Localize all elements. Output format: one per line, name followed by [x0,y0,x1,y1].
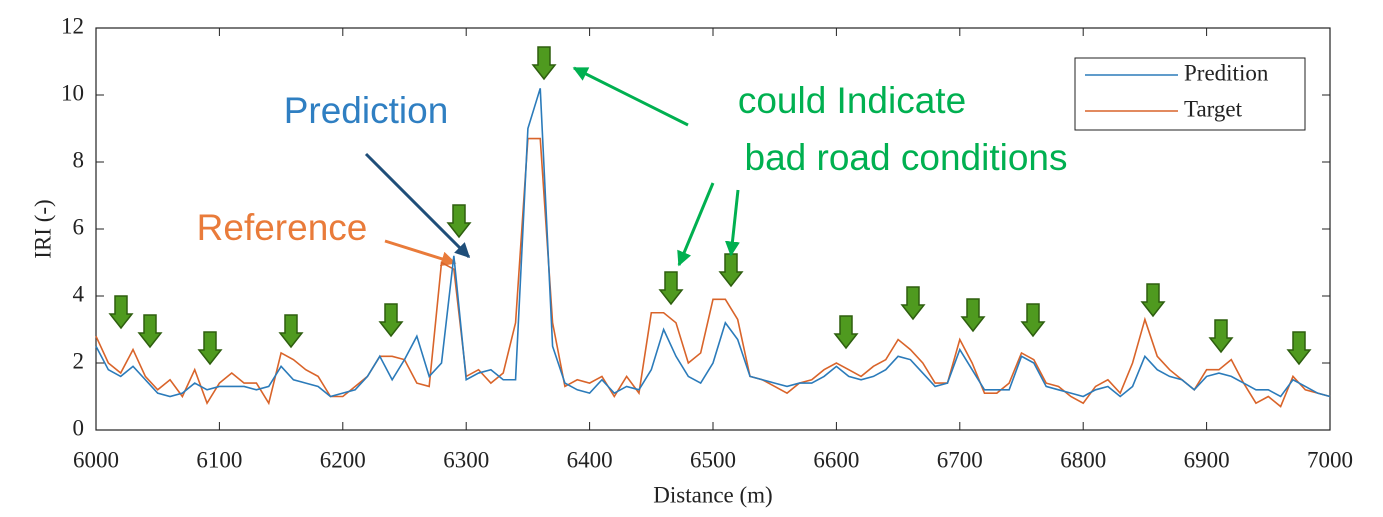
y-tick-label: 4 [73,281,85,306]
green-arrow [834,315,858,349]
annotation-arrow [572,66,689,127]
x-tick-label: 6200 [320,447,366,472]
annotation: bad road conditions [745,137,1068,178]
green-arrow [532,46,556,80]
x-axis-label: Distance (m) [653,482,772,507]
green-arrow [1021,303,1045,337]
x-tick-label: 6800 [1060,447,1106,472]
green-arrow [109,295,133,329]
green-arrow [447,204,471,238]
green-arrow [138,314,162,348]
y-tick-label: 12 [61,13,84,38]
green-arrow [198,331,222,365]
green-arrow [901,286,925,320]
green-arrow [1141,283,1165,317]
series-line [95,137,1331,408]
green-arrow [1287,331,1311,365]
x-tick-label: 6400 [567,447,613,472]
y-axis-label: IRI (-) [30,199,55,258]
x-tick-label: 6300 [443,447,489,472]
x-tick-label: 6700 [937,447,983,472]
y-tick-label: 0 [73,415,85,440]
x-tick-label: 6500 [690,447,736,472]
x-tick-label: 6000 [73,447,119,472]
series-line [95,88,1331,398]
x-tick-label: 7000 [1307,447,1353,472]
green-arrow [379,303,403,337]
x-tick-label: 6100 [196,447,242,472]
x-tick-label: 6900 [1184,447,1230,472]
annotation: could Indicate [738,80,966,121]
annotation-arrow [724,189,740,257]
green-arrow [279,314,303,348]
legend-label: Predition [1184,60,1269,85]
green-arrow [659,271,683,305]
legend [1074,57,1306,131]
legend-label: Target [1184,96,1243,121]
green-arrow [961,298,985,332]
annotation-arrow [677,182,715,267]
y-tick-label: 2 [73,348,85,373]
green-arrow [719,253,743,287]
y-tick-label: 6 [73,214,85,239]
y-tick-label: 8 [73,147,85,172]
annotation: Reference [197,207,368,248]
annotation: Prediction [284,90,449,131]
green-arrow [1209,319,1233,353]
annotation-arrow [384,239,457,267]
x-tick-label: 6600 [813,447,859,472]
y-tick-label: 10 [61,80,84,105]
annotation-arrow [364,152,471,259]
